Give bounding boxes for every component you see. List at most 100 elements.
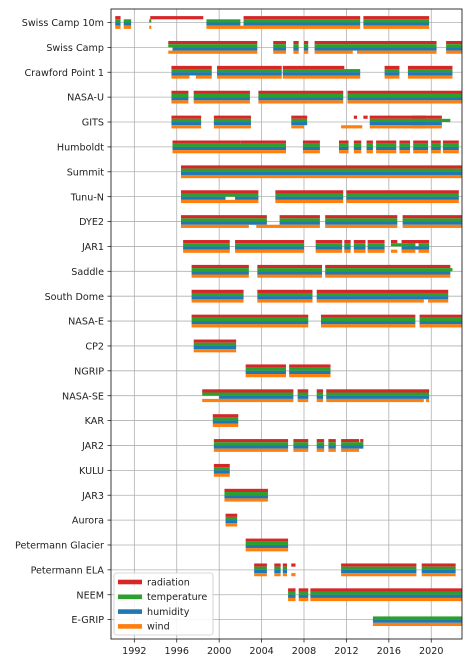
bar-petermann-ela-temperature [274, 566, 281, 570]
bar-neem-radiation [298, 588, 309, 592]
bar-humboldt-temperature [366, 143, 373, 147]
bar-jar2-temperature [328, 442, 336, 446]
bar-humboldt-radiation [240, 140, 286, 144]
bar-jar2-radiation [316, 439, 325, 443]
bar-nasa-se-humidity [316, 395, 324, 399]
bar-jar1-wind [390, 249, 398, 253]
bar-gits-radiation [363, 115, 368, 119]
bar-gits-humidity [213, 122, 251, 126]
bar-jar1-wind [235, 249, 304, 253]
bar-gits-radiation [420, 115, 442, 119]
bar-humboldt-wind [413, 150, 429, 154]
bar-humboldt-radiation [338, 140, 349, 144]
bar-gits-temperature [369, 118, 426, 123]
y-tick-label-kar: KAR [85, 416, 105, 427]
bar-petermann-ela-wind [254, 573, 267, 577]
bar-saddle-radiation [191, 264, 249, 269]
bar-humboldt-wind [442, 150, 459, 154]
bar-nasa-u-wind [171, 100, 189, 104]
bar-gits-radiation [291, 115, 308, 119]
bar-swiss-camp-10m-humidity [243, 22, 361, 26]
bar-humboldt-humidity [172, 146, 286, 151]
bar-saddle-wind [191, 274, 249, 278]
bar-crawford-point-1-radiation [407, 65, 453, 70]
bar-swiss-camp-humidity [172, 47, 258, 51]
bar-humboldt-humidity [353, 146, 362, 151]
bar-swiss-camp-10m-wind [149, 25, 152, 29]
bar-nasa-u-temperature [171, 93, 189, 98]
bar-petermann-glacier-wind [245, 548, 289, 552]
bar-neem-temperature [310, 591, 462, 595]
bar-nasa-u-radiation [171, 90, 189, 94]
bar-nasa-e-radiation [419, 314, 462, 318]
bar-jar1-temperature [344, 243, 351, 247]
bar-tunu-n-humidity [180, 196, 226, 200]
bar-swiss-camp-humidity [303, 47, 309, 51]
bar-south-dome-humidity [191, 296, 244, 300]
bar-nasa-se-wind [425, 398, 430, 403]
bar-jar1-radiation [353, 240, 366, 244]
y-tick-label-dye2: DYE2 [79, 217, 104, 228]
bar-saddle-radiation [257, 264, 323, 269]
bar-kar-wind [212, 423, 239, 427]
legend: radiation temperature humidity wind [113, 572, 214, 636]
x-tick-label: 2020 [419, 646, 443, 657]
bar-tunu-n-wind [275, 199, 344, 204]
y-tick-label-nasa-u: NASA-U [67, 93, 104, 104]
bar-jar2-wind [341, 448, 360, 452]
bar-humboldt-temperature [338, 143, 349, 147]
bar-petermann-ela-temperature [421, 566, 456, 570]
bars [115, 16, 462, 627]
bar-swiss-camp-wind [168, 50, 258, 54]
bar-dye2-wind [180, 224, 249, 228]
bar-humboldt-humidity [302, 146, 320, 151]
bar-humboldt-radiation [413, 140, 429, 144]
bar-saddle-humidity [257, 271, 323, 275]
bar-jar2-humidity [316, 445, 325, 449]
bar-jar1-radiation [390, 240, 398, 244]
bar-swiss-camp-10m-radiation [243, 16, 361, 20]
bar-petermann-ela-wind [341, 573, 417, 577]
bar-gits-temperature [412, 118, 421, 123]
bar-neem-wind [288, 597, 296, 602]
bar-humboldt-radiation [376, 140, 397, 144]
bar-humboldt-wind [376, 150, 397, 154]
bar-jar1-temperature [315, 243, 343, 247]
bar-swiss-camp-radiation [314, 40, 437, 45]
bar-petermann-ela-wind [274, 573, 281, 577]
bar-petermann-ela-humidity [274, 569, 281, 574]
bar-swiss-camp-10m-temperature [149, 19, 152, 23]
bar-humboldt-humidity [431, 146, 441, 151]
bar-ngrip-wind [289, 374, 331, 378]
bar-kar-humidity [212, 420, 239, 424]
x-tick-label: 1996 [165, 646, 189, 657]
bar-nasa-u-wind [258, 100, 344, 104]
bar-nasa-u-humidity [193, 97, 250, 101]
bar-swiss-camp-10m-wind [363, 25, 430, 29]
x-tick-labels: 1992 1996 2000 2004 2008 2012 2016 2020 [122, 639, 443, 657]
bar-jar2-temperature [316, 442, 325, 446]
x-tick-label: 2012 [334, 646, 358, 657]
bar-ngrip-wind [245, 374, 286, 378]
y-tick-labels: Swiss Camp 10m Swiss Camp Crawford Point 1… [15, 18, 111, 626]
bar-jar2-humidity [341, 445, 364, 449]
bar-humboldt-temperature [431, 143, 441, 147]
bar-kar-temperature [212, 417, 239, 421]
bar-crawford-point-1-wind [384, 75, 400, 79]
bar-summit-wind [180, 174, 462, 179]
bar-south-dome-wind [316, 299, 424, 303]
bar-swiss-camp-temperature [303, 44, 309, 48]
bar-gits-wind [171, 125, 202, 129]
bar-dye2-humidity [180, 221, 267, 225]
bar-jar1-temperature [183, 243, 230, 247]
bar-summit-radiation [180, 165, 462, 169]
bar-dye2-wind [325, 224, 398, 228]
bar-petermann-ela-radiation [254, 563, 267, 567]
x-tick-label: 2016 [377, 646, 401, 657]
bar-swiss-camp-radiation [303, 40, 309, 45]
bar-gits-humidity [291, 122, 308, 126]
bar-jar1-temperature [407, 243, 416, 247]
bar-saddle-temperature [191, 268, 249, 272]
bar-gits-temperature [420, 118, 451, 123]
bar-jar3-temperature [224, 492, 268, 496]
